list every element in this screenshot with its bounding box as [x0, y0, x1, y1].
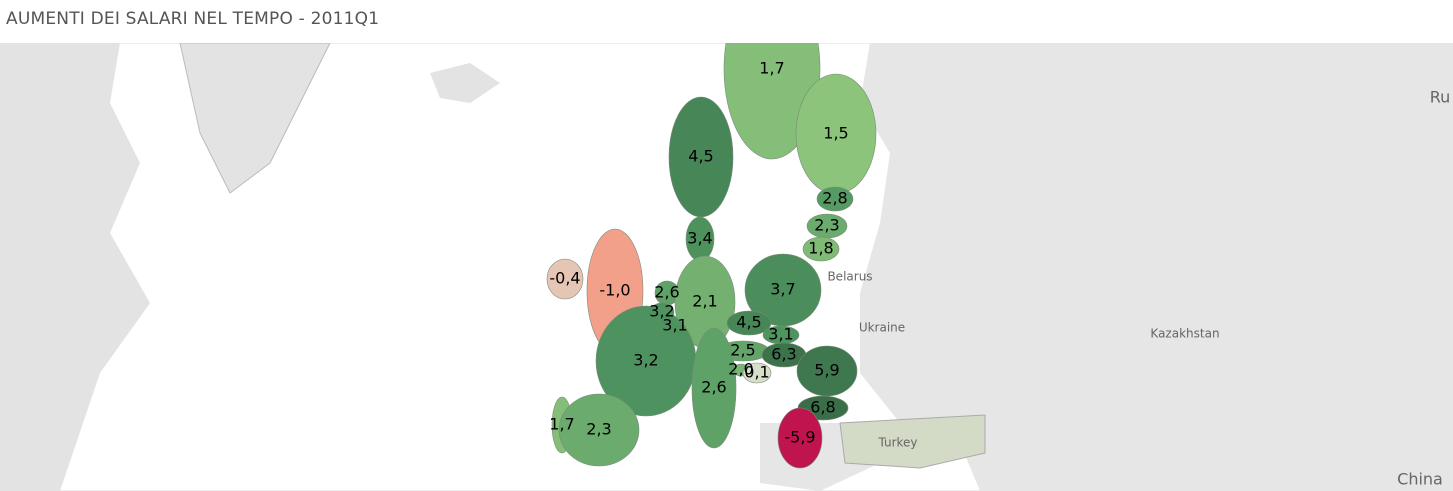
map-title: AUMENTI DEI SALARI NEL TEMPO - 2011Q1 [6, 9, 380, 29]
region [802, 236, 840, 262]
value-label: 1,7 [549, 415, 574, 434]
value-label: 3,1 [662, 316, 687, 335]
region [691, 327, 737, 449]
value-label: 4,5 [688, 147, 713, 166]
basemap-label: Turkey [877, 436, 917, 450]
basemap-label: Kazakhstan [1150, 327, 1219, 341]
land [860, 43, 1453, 491]
value-label: 3,2 [633, 351, 658, 370]
land [430, 63, 500, 103]
land [0, 43, 150, 491]
value-label: 2,3 [814, 216, 839, 235]
basemap-label: Belarus [827, 270, 872, 284]
value-label: 2,8 [822, 189, 847, 208]
region [816, 186, 854, 212]
value-label: 2,0 [728, 360, 753, 379]
value-label: 4,5 [736, 313, 761, 332]
value-label: 2,6 [701, 378, 726, 397]
value-label: 2,1 [692, 292, 717, 311]
value-label: -5,9 [784, 428, 815, 447]
value-label: 2,6 [654, 283, 679, 302]
value-label: 2,5 [730, 341, 755, 360]
map: 1,71,54,52,82,31,83,4-0,4-1,0 2,63,23,12,… [0, 43, 1453, 491]
value-label: 6,8 [810, 398, 835, 417]
region [742, 362, 772, 384]
value-label: -0,4 [549, 269, 580, 288]
value-label: 2,3 [586, 420, 611, 439]
region [558, 393, 640, 467]
value-label: 3,7 [770, 280, 795, 299]
value-label: 0,1 [744, 363, 769, 382]
region [546, 258, 584, 300]
value-label: 6,3 [771, 345, 796, 364]
turkey [839, 414, 986, 469]
value-label: 1,7 [759, 59, 784, 78]
value-label: 1,5 [823, 124, 848, 143]
value-label: 3,2 [649, 302, 674, 321]
region [726, 310, 772, 336]
value-label: 1,8 [808, 239, 833, 258]
value-label: 3,1 [768, 325, 793, 344]
value-label: 3,4 [687, 229, 712, 248]
value-label: -1,0 [599, 281, 630, 300]
basemap-label: China [1397, 470, 1443, 489]
basemap-label: Ukraine [859, 321, 905, 335]
land [179, 43, 331, 194]
basemap-label: Ru [1430, 88, 1451, 107]
region [777, 407, 823, 469]
value-label: 5,9 [814, 361, 839, 380]
